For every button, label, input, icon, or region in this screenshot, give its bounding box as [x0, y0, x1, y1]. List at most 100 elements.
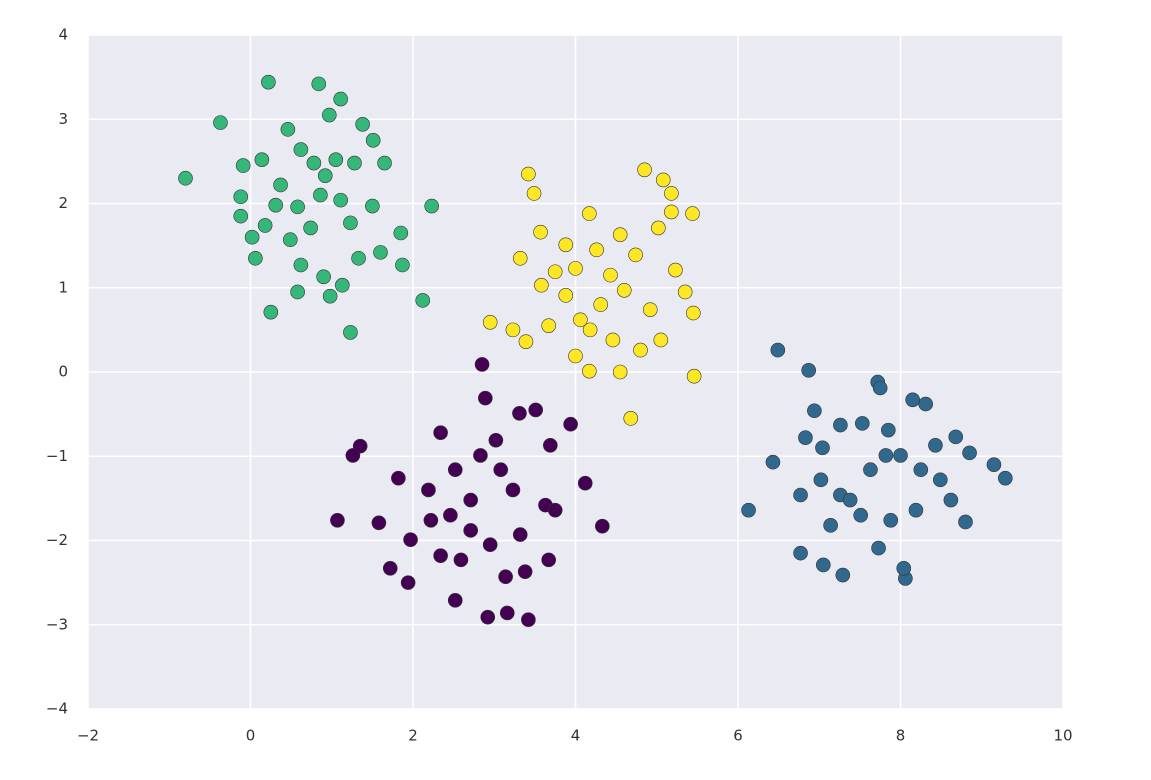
point: [568, 261, 583, 276]
point: [770, 342, 786, 358]
point: [474, 357, 490, 372]
point: [521, 166, 536, 182]
point: [547, 264, 563, 280]
point: [642, 302, 658, 317]
x-tick-label: −2: [77, 727, 99, 745]
point: [793, 487, 808, 503]
point: [593, 297, 608, 312]
x-tick-label: 0: [246, 727, 256, 745]
x-tick-label: 6: [733, 727, 743, 745]
point: [528, 402, 543, 418]
y-tick-label: 2: [58, 194, 68, 212]
point: [351, 250, 366, 266]
point: [268, 197, 283, 213]
point: [235, 158, 251, 173]
point: [633, 342, 648, 358]
point: [798, 430, 813, 446]
point: [677, 284, 693, 300]
point: [582, 363, 597, 379]
point: [335, 277, 350, 293]
point: [480, 609, 496, 625]
x-tick-label: 8: [896, 727, 906, 745]
point: [447, 462, 463, 478]
point: [541, 318, 556, 333]
point: [482, 537, 498, 553]
point: [424, 198, 439, 214]
point: [233, 189, 249, 205]
y-tick-label: 1: [58, 278, 68, 296]
point: [793, 545, 808, 561]
point: [433, 548, 448, 563]
point: [534, 277, 549, 293]
point: [913, 462, 929, 478]
point: [391, 470, 406, 486]
point: [343, 325, 358, 340]
point: [512, 405, 527, 421]
point: [499, 605, 515, 621]
point: [365, 133, 381, 148]
point: [765, 454, 781, 470]
point: [823, 518, 838, 533]
point: [347, 155, 362, 171]
point: [815, 440, 830, 456]
point: [543, 437, 558, 453]
y-tick-label: −4: [46, 700, 68, 718]
point: [521, 612, 536, 627]
x-tick-label: 10: [1053, 727, 1072, 745]
point: [345, 448, 361, 463]
point: [463, 523, 478, 538]
point: [395, 257, 410, 273]
point: [558, 237, 574, 253]
point: [517, 564, 533, 579]
point: [878, 448, 894, 463]
point: [577, 475, 593, 491]
point: [883, 512, 899, 528]
point: [582, 322, 598, 338]
x-tick-label: 2: [408, 727, 418, 745]
point: [261, 74, 276, 90]
point: [893, 448, 908, 463]
point: [853, 507, 868, 523]
point: [533, 224, 548, 240]
point: [605, 332, 621, 348]
point: [835, 567, 851, 583]
point: [254, 152, 270, 167]
point: [316, 269, 331, 285]
point: [415, 293, 431, 308]
point: [343, 215, 358, 231]
point: [393, 225, 409, 241]
point: [512, 250, 528, 266]
point: [178, 170, 193, 186]
point: [686, 368, 702, 384]
point: [986, 457, 1002, 472]
point: [213, 115, 228, 130]
point: [685, 206, 700, 221]
point: [582, 206, 597, 221]
point: [541, 552, 556, 568]
point: [628, 247, 643, 263]
point: [505, 482, 521, 498]
point: [547, 502, 563, 518]
point: [664, 204, 679, 220]
point: [842, 492, 858, 508]
point: [377, 155, 392, 171]
point: [948, 429, 964, 445]
point: [283, 232, 298, 248]
y-tick-label: −2: [46, 531, 68, 549]
point: [928, 437, 943, 453]
point: [453, 552, 469, 568]
point: [908, 502, 924, 518]
point: [918, 396, 933, 412]
point: [303, 220, 318, 236]
point: [400, 575, 416, 590]
point: [612, 227, 628, 242]
point: [293, 257, 309, 273]
point: [653, 332, 669, 348]
point: [595, 518, 610, 534]
point: [871, 540, 886, 556]
point: [443, 507, 458, 523]
point: [333, 192, 348, 208]
point: [371, 515, 387, 531]
point: [881, 422, 896, 438]
point: [463, 492, 478, 508]
